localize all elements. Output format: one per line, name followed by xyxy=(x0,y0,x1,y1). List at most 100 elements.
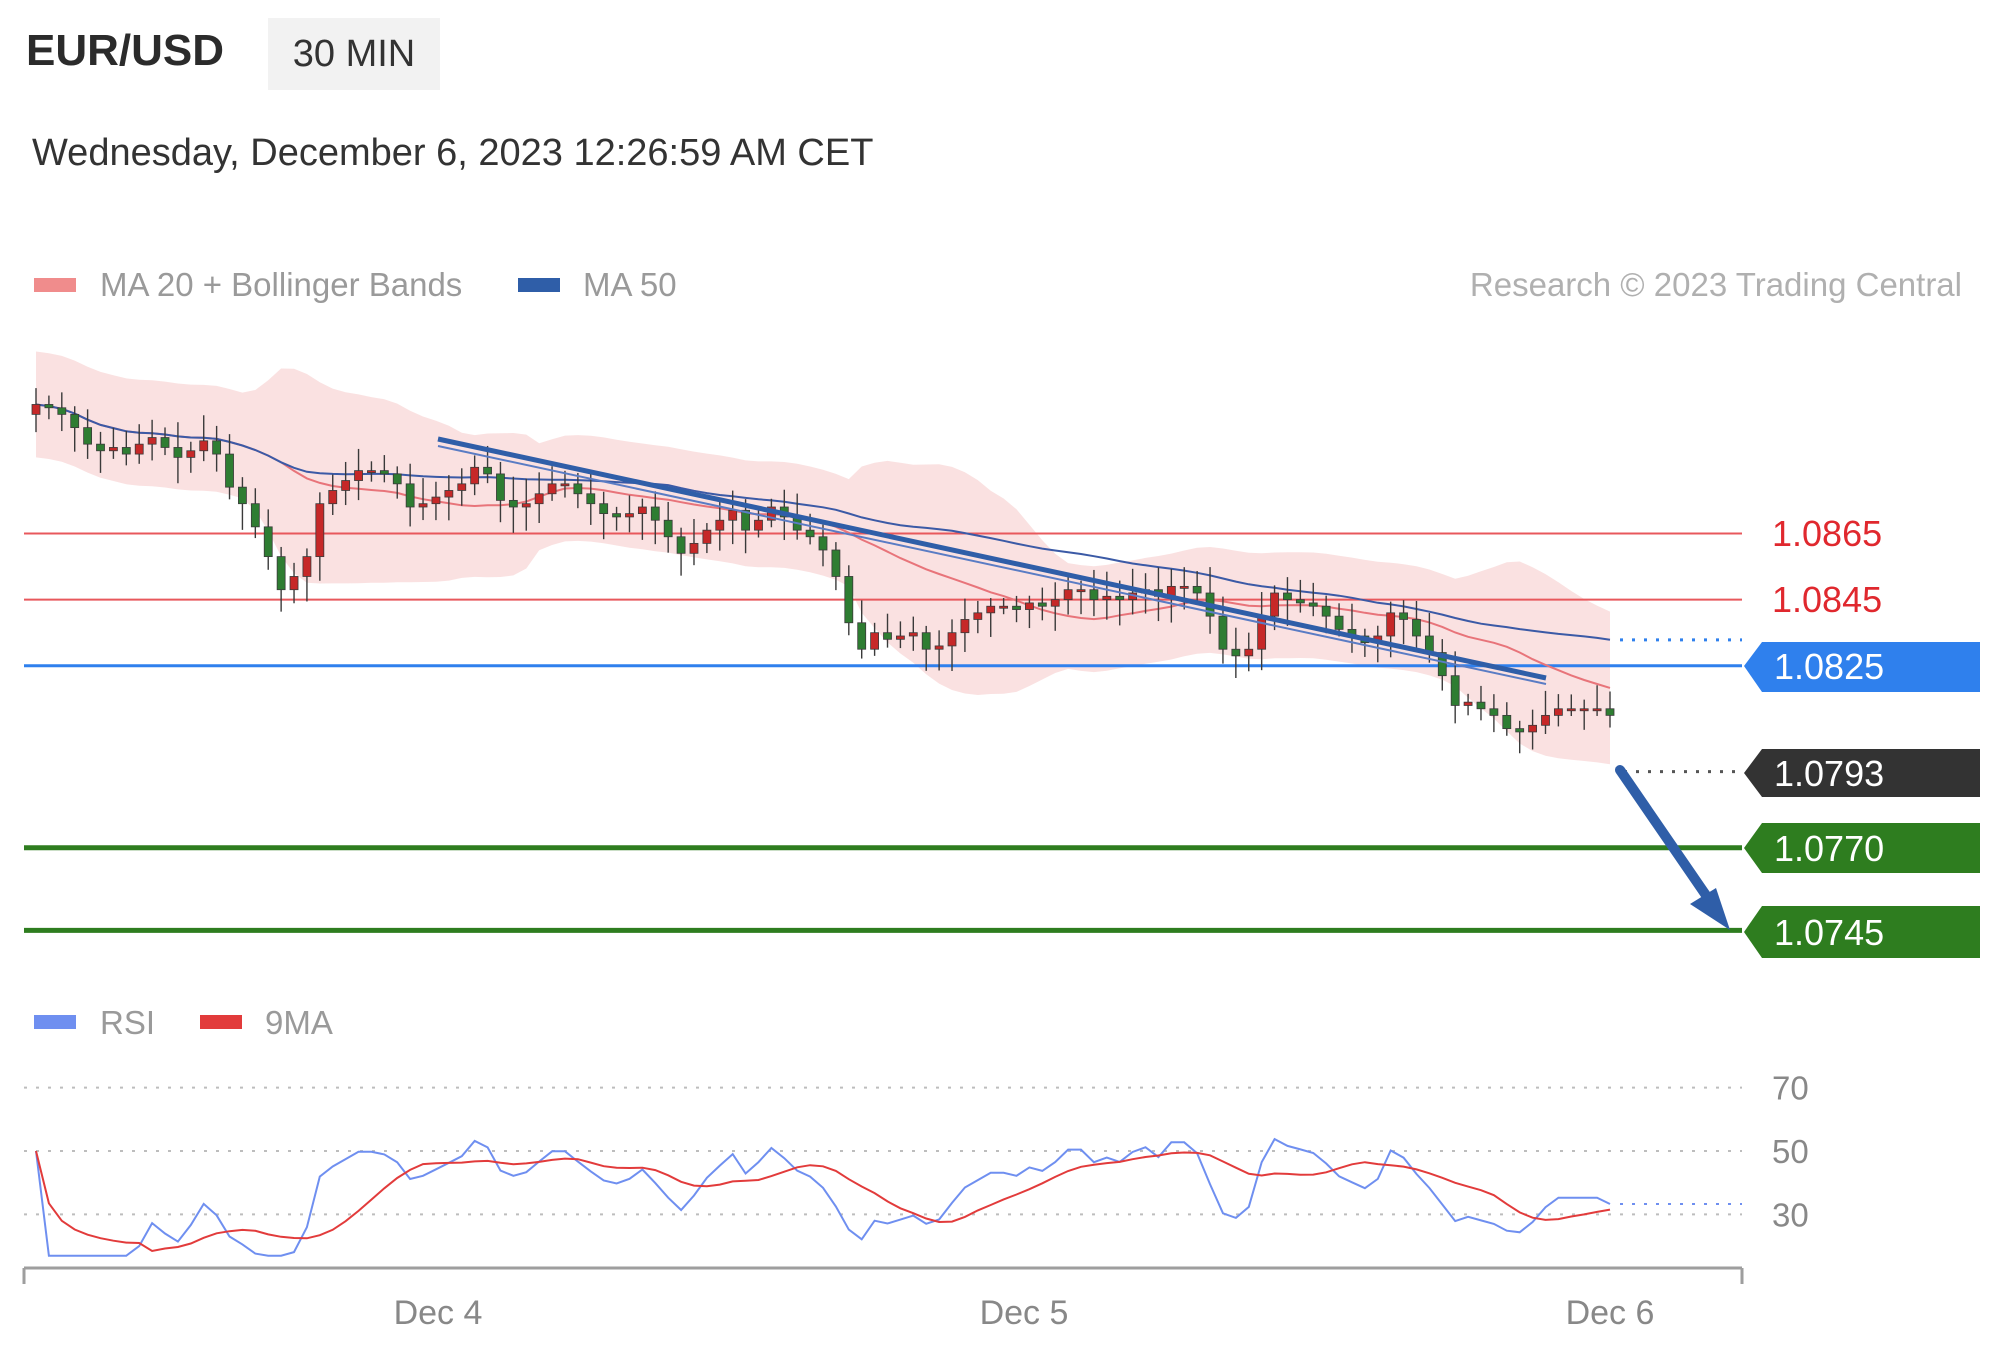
candle-body xyxy=(1566,708,1576,712)
candle-body xyxy=(186,450,196,458)
candle-body xyxy=(844,576,854,624)
candle-body xyxy=(754,519,763,531)
candle-body xyxy=(934,645,944,650)
candle-body xyxy=(405,483,415,508)
rsi-ma-legend-label: 9MA xyxy=(265,1004,333,1041)
candle-body xyxy=(521,503,531,508)
rsi-level-label: 30 xyxy=(1772,1196,1809,1233)
forecast-arrow-head xyxy=(1690,888,1730,930)
candle-body xyxy=(612,513,621,518)
candle-body xyxy=(302,556,312,577)
ma50-line xyxy=(35,403,1611,641)
candle-body xyxy=(121,447,131,455)
candle-body xyxy=(1553,708,1563,716)
ma50-legend-label: MA 50 xyxy=(583,266,677,303)
candle-body xyxy=(1321,605,1331,617)
candle-body xyxy=(831,549,841,577)
candle-body xyxy=(973,612,983,620)
candle-body xyxy=(1541,714,1550,726)
candle-body xyxy=(547,483,557,495)
candle-body xyxy=(1218,615,1228,650)
candle-body xyxy=(238,486,247,505)
candle-body xyxy=(250,503,260,528)
candle-body xyxy=(1192,585,1202,594)
candle-body xyxy=(1283,592,1292,601)
candle-body xyxy=(1386,612,1396,637)
candle-body xyxy=(508,499,518,508)
rsi-line xyxy=(35,1137,1611,1257)
trend-annotations xyxy=(437,436,1730,930)
candle-body xyxy=(908,632,918,637)
rsi-level-label: 70 xyxy=(1772,1070,1809,1107)
forecast-arrow-shaft xyxy=(1615,765,1717,909)
candle-body xyxy=(328,490,338,505)
candle-body xyxy=(896,635,905,640)
candle-body xyxy=(883,632,892,640)
candle-body xyxy=(470,466,480,485)
candle-body xyxy=(263,526,273,558)
candle-body xyxy=(663,519,673,538)
candle-body xyxy=(1463,701,1473,706)
last-price-tag xyxy=(1744,749,1980,797)
support-1-label: 1.0770 xyxy=(1774,828,1884,869)
candle-body xyxy=(1437,652,1447,677)
candle-body xyxy=(276,556,286,591)
pivot-label: 1.0825 xyxy=(1774,646,1884,687)
rsi-level-label: 50 xyxy=(1772,1133,1809,1170)
candle-body xyxy=(1050,599,1060,607)
candle-body xyxy=(715,519,725,531)
bollinger-legend-label: MA 20 + Bollinger Bands xyxy=(100,266,462,303)
candle-body xyxy=(354,470,363,481)
candle-body xyxy=(289,576,299,591)
candle-body xyxy=(367,470,376,474)
candle-body xyxy=(650,506,660,521)
candle-body xyxy=(392,473,402,485)
downtrend-line-inner xyxy=(437,445,1547,685)
candle-body xyxy=(341,480,351,491)
candle-body xyxy=(818,536,828,551)
chart-timestamp: Wednesday, December 6, 2023 12:26:59 AM … xyxy=(32,132,874,174)
candle-body xyxy=(702,529,712,544)
candle-body xyxy=(83,427,93,445)
candle-body xyxy=(1308,602,1318,607)
rsi-legend: RSI 9MA xyxy=(34,1004,333,1041)
candle-body xyxy=(534,493,544,505)
candle-body xyxy=(857,622,867,650)
candle-body xyxy=(496,473,505,501)
candle-body xyxy=(599,503,609,515)
ma50-legend-swatch xyxy=(518,278,560,292)
candlesticks xyxy=(31,388,1615,754)
candle-body xyxy=(173,447,183,458)
candle-body xyxy=(1115,595,1125,601)
candle-body xyxy=(1076,589,1086,593)
candle-body xyxy=(1089,589,1099,601)
candle-body xyxy=(1489,708,1499,716)
candle-body xyxy=(560,483,570,487)
candle-body xyxy=(960,619,970,634)
candle-body xyxy=(1450,675,1460,706)
candle-body xyxy=(225,453,234,488)
timeframe-button[interactable]: 30 MIN xyxy=(268,18,440,90)
candle-body xyxy=(1244,648,1254,657)
candle-body xyxy=(1502,714,1512,730)
candle-body xyxy=(1063,589,1073,601)
candle-body xyxy=(805,529,815,538)
candle-body xyxy=(1012,605,1021,610)
rsi-ma-legend-swatch xyxy=(200,1015,242,1029)
candle-body xyxy=(57,407,67,415)
candle-body xyxy=(689,542,699,554)
rsi-ma-line xyxy=(35,1150,1611,1253)
rsi-legend-swatch xyxy=(34,1015,76,1029)
candle-body xyxy=(986,605,996,614)
bollinger-legend-swatch xyxy=(34,278,76,292)
candle-body xyxy=(457,483,467,491)
candle-body xyxy=(212,440,222,455)
support-2-label: 1.0745 xyxy=(1774,912,1884,953)
candle-body xyxy=(96,443,105,452)
candle-body xyxy=(625,513,634,518)
candle-body xyxy=(1025,602,1034,610)
candle-body xyxy=(1528,724,1537,733)
candle-body xyxy=(483,466,492,475)
candle-body xyxy=(586,493,596,505)
